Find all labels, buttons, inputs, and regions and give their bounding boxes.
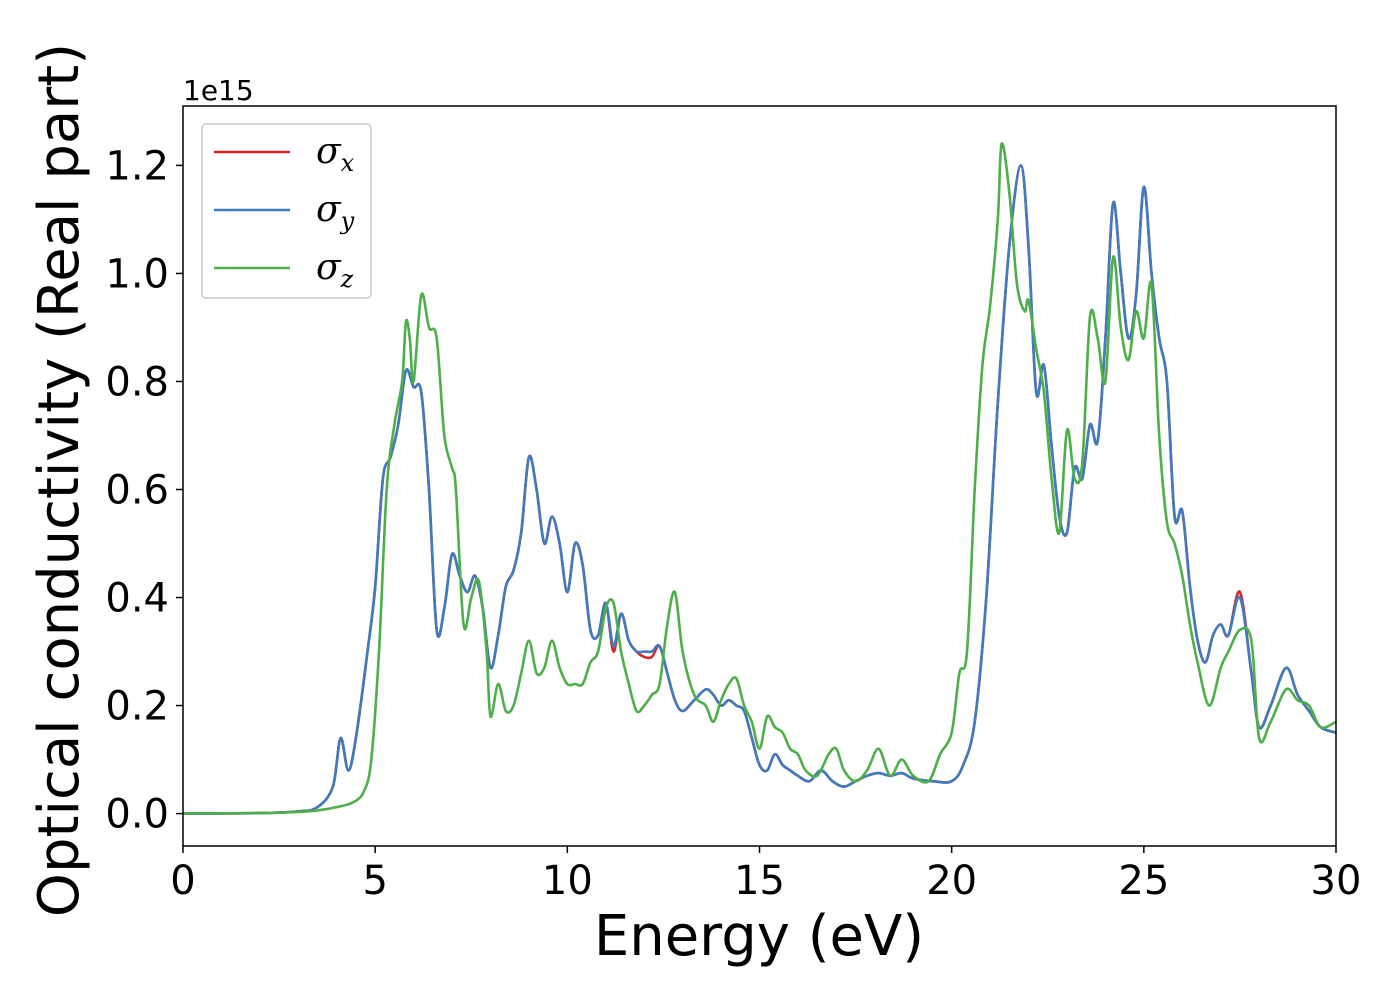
x-tick-label: 10 bbox=[542, 858, 593, 904]
y-offset-label: 1e15 bbox=[183, 74, 254, 107]
y-tick-label: 0.2 bbox=[105, 684, 169, 730]
x-tick-label: 20 bbox=[926, 858, 977, 904]
y-tick-label: 0.0 bbox=[105, 792, 169, 838]
x-tick-label: 25 bbox=[1118, 858, 1169, 904]
y-tick-label: 0.6 bbox=[105, 468, 169, 514]
y-tick-label: 0.8 bbox=[105, 359, 169, 405]
y-tick-label: 1.0 bbox=[105, 251, 169, 297]
series-lines bbox=[183, 142, 1336, 815]
legend-label-x: σx bbox=[316, 131, 355, 177]
y-tick-label: 0.4 bbox=[105, 576, 169, 622]
x-tick-label: 30 bbox=[1311, 858, 1362, 904]
y-axis-title: Optical conductivity (Real part) bbox=[27, 43, 92, 917]
series-line-z bbox=[183, 142, 1336, 815]
x-tick-label: 0 bbox=[170, 858, 195, 904]
x-tick-label: 15 bbox=[734, 858, 785, 904]
x-axis-title: Energy (eV) bbox=[594, 904, 924, 969]
y-tick-label: 1.2 bbox=[105, 143, 169, 189]
legend: σx σy σz bbox=[201, 123, 372, 299]
legend-label-y: σy bbox=[316, 189, 355, 235]
legend-label-z: σz bbox=[316, 247, 354, 293]
x-axis-ticks: 0 5 10 15 20 25 30 bbox=[170, 846, 1361, 904]
y-axis-ticks: 0.0 0.2 0.4 0.6 0.8 1.0 1.2 bbox=[105, 143, 183, 838]
x-tick-label: 5 bbox=[362, 858, 387, 904]
series-line-y bbox=[183, 164, 1336, 815]
